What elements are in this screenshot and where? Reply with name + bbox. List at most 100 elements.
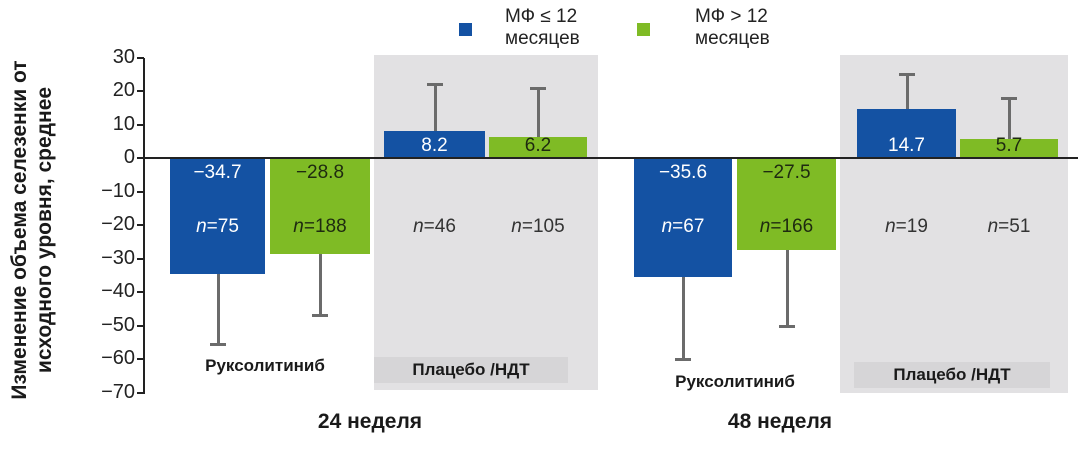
timepoint-label: 24 неделя xyxy=(317,410,423,433)
bar-mf-gt-12: −28.8 xyxy=(270,158,370,255)
error-bar xyxy=(682,277,685,359)
y-tick-label: −40 xyxy=(101,280,135,302)
y-tick-label: −30 xyxy=(101,246,135,269)
error-bar-cap xyxy=(209,342,226,346)
error-bar xyxy=(1008,97,1011,139)
error-bar xyxy=(319,254,322,316)
bar-value-label: −28.8 xyxy=(295,162,345,183)
bar-value-label: 8.2 xyxy=(421,134,448,156)
sample-size-label: n=51 xyxy=(960,216,1058,238)
error-bar-cap xyxy=(898,73,915,77)
bar-value-label: −34.7 xyxy=(193,162,242,183)
legend-line2: месяцев xyxy=(695,28,770,49)
bar-value-label: 5.7 xyxy=(995,134,1023,156)
n-symbol: n xyxy=(759,216,771,237)
timepoint-label: 48 неделя xyxy=(727,410,833,433)
y-axis-tick xyxy=(137,56,144,59)
n-equals: = xyxy=(303,216,315,237)
bar-mf-le-12: 8.2 xyxy=(384,130,485,158)
sample-size-label: n=19 xyxy=(857,216,956,238)
y-axis-tick xyxy=(137,358,144,360)
n-value: 188 xyxy=(314,216,347,237)
y-axis-tick xyxy=(137,123,144,126)
n-value: 105 xyxy=(532,216,565,237)
legend-swatch-mf-gt-12 xyxy=(637,23,650,36)
legend-line1: МФ > 12 xyxy=(695,6,768,27)
sample-size-label: n=67 xyxy=(634,216,732,238)
sample-size-label: n=188 xyxy=(270,216,370,238)
y-tick-label: 30 xyxy=(112,45,135,68)
group-label-placebo: Плацебо /НДТ xyxy=(374,357,568,383)
n-equals: = xyxy=(770,216,782,237)
y-tick-label: 0 xyxy=(123,146,135,168)
group-label-ruxolitinib: Руксолитиниб xyxy=(675,372,795,391)
n-equals: = xyxy=(423,216,435,237)
error-bar xyxy=(433,84,437,131)
legend-line1: МФ ≤ 12 xyxy=(505,6,578,27)
legend-line2: месяцев xyxy=(505,28,580,49)
n-equals: = xyxy=(206,216,218,237)
error-bar xyxy=(537,87,540,138)
bar-value-label: 14.7 xyxy=(888,134,925,156)
error-bar xyxy=(216,274,220,344)
n-equals: = xyxy=(895,216,907,237)
legend-swatch-mf-le-12 xyxy=(459,23,472,36)
bar-mf-gt-12: 6.2 xyxy=(489,134,587,158)
n-symbol: n xyxy=(413,216,424,237)
y-tick-label: 20 xyxy=(112,79,135,101)
y-axis-tick xyxy=(137,90,144,92)
n-value: 166 xyxy=(781,216,814,237)
y-axis-tick xyxy=(137,157,144,159)
sample-size-label: n=46 xyxy=(384,216,485,238)
placebo-panel-bg xyxy=(374,55,598,390)
group-label-ruxolitinib: Руксолитиниб xyxy=(205,356,325,375)
sample-size-label: n=166 xyxy=(737,216,836,238)
y-tick-label: −20 xyxy=(101,213,135,235)
bar-mf-le-12: 14.7 xyxy=(857,108,956,158)
bar-mf-le-12: −34.7 xyxy=(170,158,265,275)
n-symbol: n xyxy=(511,216,522,237)
y-axis-tick xyxy=(137,224,144,226)
y-axis-tick xyxy=(137,391,144,394)
n-value: 19 xyxy=(906,216,928,237)
n-value: 67 xyxy=(683,216,705,237)
error-bar-cap xyxy=(675,358,691,361)
n-symbol: n xyxy=(987,216,999,237)
y-axis-line xyxy=(143,57,145,394)
zero-baseline xyxy=(143,157,1078,159)
error-bar-cap xyxy=(426,83,443,87)
y-axis-tick xyxy=(137,291,144,293)
error-bar-cap xyxy=(312,314,328,318)
n-symbol: n xyxy=(196,216,207,237)
n-symbol: n xyxy=(293,216,304,237)
group-label-placebo: Плацебо /НДТ xyxy=(854,362,1050,388)
error-bar-cap xyxy=(530,86,546,90)
y-axis-label: Изменение объема селезенки от исходного … xyxy=(8,60,56,400)
legend-label-mf-gt-12: МФ > 12 месяцев xyxy=(695,6,770,50)
error-bar xyxy=(785,250,789,326)
n-value: 75 xyxy=(217,216,239,237)
error-bar-cap xyxy=(1001,96,1017,100)
error-bar xyxy=(905,74,909,109)
y-axis-tick xyxy=(137,324,144,327)
n-equals: = xyxy=(672,216,684,237)
n-equals: = xyxy=(998,216,1010,237)
bar-mf-le-12: −35.6 xyxy=(634,158,732,278)
bar-mf-gt-12: 5.7 xyxy=(960,135,1058,158)
y-axis-tick xyxy=(137,190,144,193)
error-bar-cap xyxy=(778,324,795,328)
bar-value-label: −27.5 xyxy=(762,162,811,183)
bar-mf-gt-12: −27.5 xyxy=(737,158,836,251)
sample-size-label: n=75 xyxy=(170,216,265,238)
y-tick-label: 10 xyxy=(112,112,135,135)
n-equals: = xyxy=(521,216,533,237)
legend-label-mf-le-12: МФ ≤ 12 месяцев xyxy=(505,6,580,50)
n-symbol: n xyxy=(885,216,896,237)
y-axis-tick xyxy=(137,257,144,260)
y-tick-label: −60 xyxy=(101,347,135,369)
bar-value-label: 6.2 xyxy=(524,134,552,156)
n-value: 51 xyxy=(1009,216,1031,237)
y-tick-label: −10 xyxy=(101,179,135,202)
y-tick-label: −50 xyxy=(101,313,135,336)
bar-value-label: −35.6 xyxy=(658,162,708,183)
